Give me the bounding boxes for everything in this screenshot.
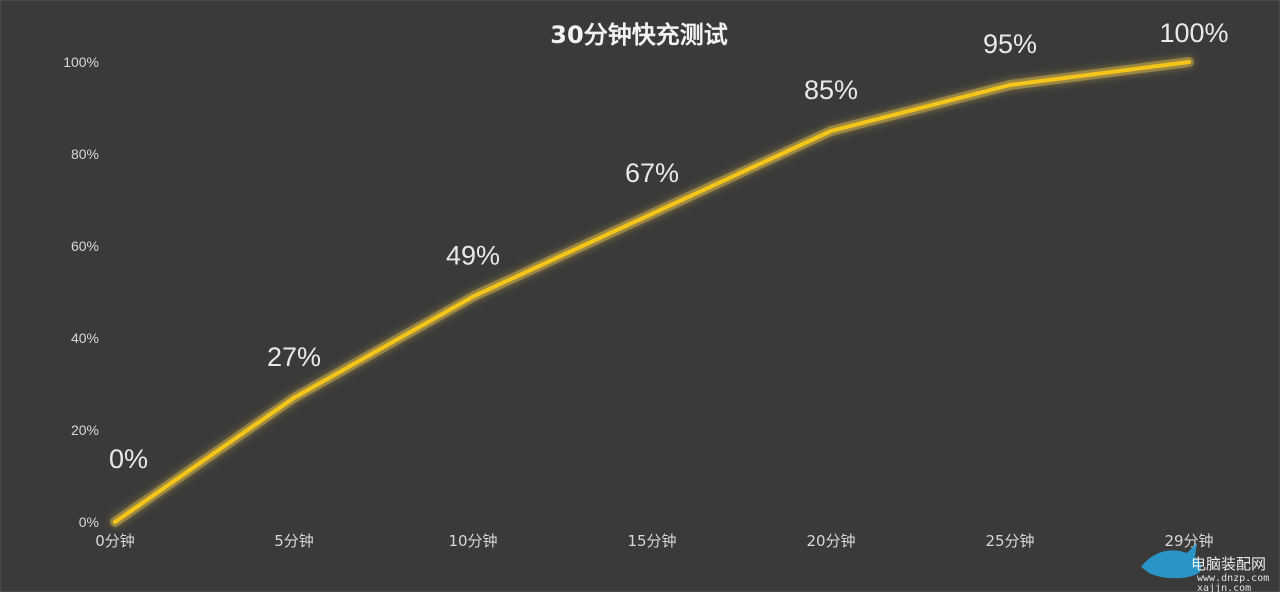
data-label: 27% [267,342,321,372]
series-line-glow [110,57,1194,527]
x-tick-label: 10分钟 [448,532,497,550]
x-tick-label: 5分钟 [274,532,314,550]
y-tick-label: 40% [71,330,99,346]
x-tick-label: 20分钟 [806,532,855,550]
watermark-sub: xajjn.com [1197,583,1251,592]
data-point [829,129,833,133]
data-label: 49% [446,241,500,271]
data-point [471,294,475,299]
y-tick-label: 100% [63,54,99,70]
y-tick-label: 20% [71,422,99,438]
x-tick-label: 25分钟 [985,532,1034,550]
data-point [1187,60,1191,64]
data-label: 0% [109,444,148,474]
data-label: 67% [625,158,679,188]
data-point [292,395,296,400]
data-label: 100% [1159,18,1228,48]
watermark-logo: 电脑装配网 www.dnzp.com xajjn.com [1141,543,1269,592]
data-label: 85% [804,75,858,105]
series-line [113,60,1191,524]
series-charge-level [110,57,1194,527]
x-tick-label: 29分钟 [1164,532,1213,550]
data-label: 95% [983,29,1037,59]
data-point [113,520,117,524]
watermark-url: www.dnzp.com [1197,573,1269,584]
y-axis-ticks: 0% 20% 40% 60% 80% 100% [63,54,99,530]
y-tick-label: 60% [71,238,99,254]
shark-icon [1141,543,1202,579]
y-tick-label: 0% [79,514,99,530]
x-tick-label: 0分钟 [95,532,135,550]
data-point [650,211,654,216]
chart-title: 30分钟快充测试 [550,21,727,49]
watermark-name: 电脑装配网 [1191,555,1266,573]
x-tick-label: 15分钟 [627,532,676,550]
y-tick-label: 80% [71,146,99,162]
x-axis-ticks: 0分钟 5分钟 10分钟 15分钟 20分钟 25分钟 29分钟 [95,532,1213,550]
data-point [1008,83,1012,87]
data-labels: 0% 27% 49% 67% 85% 95% 100% [109,18,1229,474]
